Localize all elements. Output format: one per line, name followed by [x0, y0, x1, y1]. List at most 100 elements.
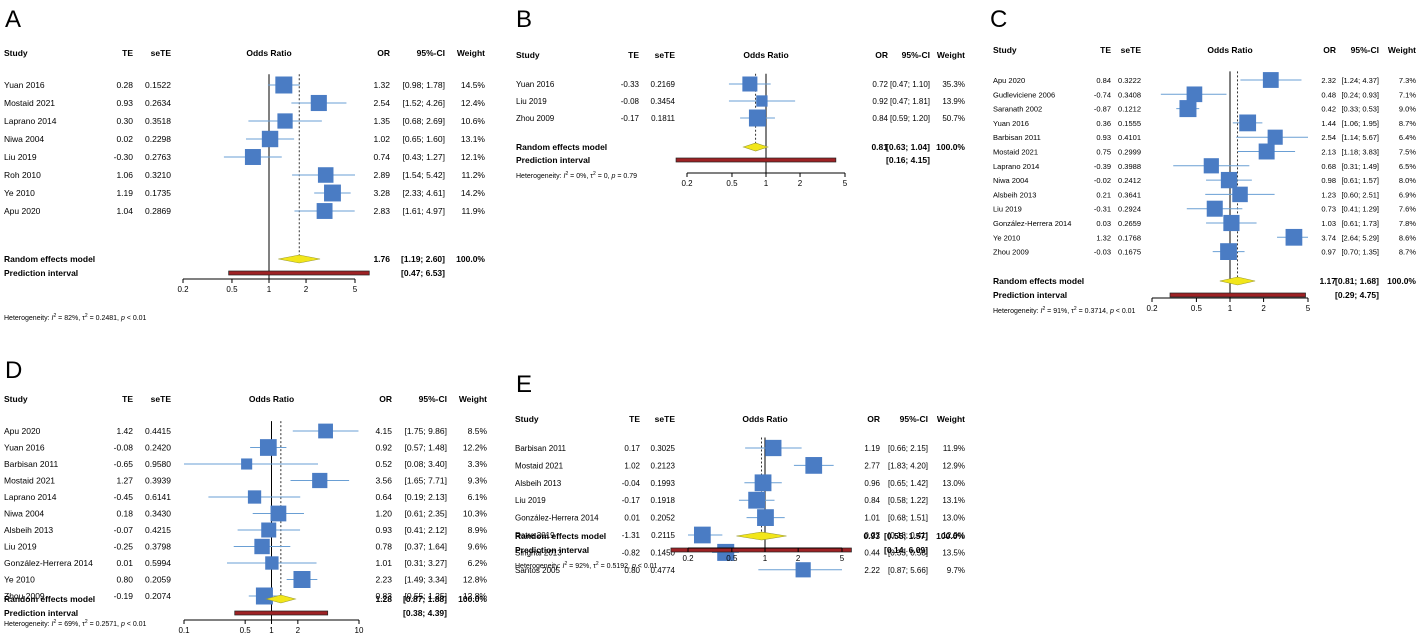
- x-tick-label: 5: [353, 285, 358, 294]
- x-tick-label: 0.5: [726, 179, 738, 188]
- het-p-symbol: p: [631, 563, 636, 570]
- study-marker: [247, 490, 262, 504]
- study-marker: [1220, 243, 1237, 260]
- header-sete: seTE: [655, 414, 676, 424]
- panel-letter: B: [516, 6, 532, 33]
- het-superscript: 2: [1074, 306, 1077, 312]
- study-marker: [1262, 72, 1279, 88]
- x-tick-label: 2: [798, 179, 803, 188]
- x-tick-label: 5: [843, 179, 848, 188]
- study-marker: [259, 439, 277, 456]
- te-value: 1.06: [116, 170, 133, 180]
- x-tick-label: 0.1: [178, 626, 190, 635]
- header-odds-ratio: Odds Ratio: [743, 50, 788, 60]
- te-value: 0.93: [116, 98, 133, 108]
- ci-value: [0.33; 0.53]: [1341, 105, 1379, 114]
- or-value: 1.20: [375, 509, 392, 519]
- prediction-ci: [0.14; 6.09]: [884, 545, 928, 555]
- x-tick-label: 10: [355, 626, 364, 635]
- header-sete: seTE: [1121, 45, 1142, 55]
- or-value: 0.68: [1321, 162, 1336, 171]
- het-i-symbol: I: [51, 621, 53, 628]
- ci-value: [0.65; 1.42]: [888, 479, 928, 488]
- te-value: 0.21: [1096, 190, 1111, 199]
- study-marker: [270, 505, 287, 522]
- te-value: -0.08: [114, 443, 134, 453]
- study-row: Apu 2020 1.04 0.2869 2.83 [1.61; 4.97] 11.9%: [4, 203, 485, 219]
- study-row: Gudleviciene 2006 -0.74 0.3408 0.48 [0.24; 0…: [993, 86, 1416, 103]
- or-value: 2.83: [373, 206, 390, 216]
- study-marker: [275, 76, 293, 94]
- het-p-symbol: p: [120, 315, 125, 322]
- weight-value: 9.7%: [947, 566, 965, 575]
- ci-value: [0.61; 2.35]: [404, 509, 447, 519]
- study-marker: [1203, 158, 1219, 174]
- sete-value: 0.3025: [651, 444, 676, 453]
- het-p-symbol: p: [1109, 308, 1114, 315]
- te-value: -0.07: [114, 525, 134, 535]
- het-tau2: = 0.5192,: [599, 563, 632, 570]
- te-value: 0.18: [116, 509, 133, 519]
- het-prefix: Heterogeneity:: [993, 308, 1040, 315]
- study-marker: [754, 474, 772, 492]
- or-value: 2.32: [1321, 76, 1336, 85]
- het-tau2: = 0,: [596, 173, 612, 180]
- study-marker: [1220, 171, 1238, 189]
- or-value: 0.92: [375, 443, 392, 453]
- or-value: 2.13: [1321, 148, 1336, 157]
- header-odds-ratio: Odds Ratio: [1207, 45, 1252, 55]
- weight-value: 11.9%: [943, 444, 965, 453]
- te-value: -0.33: [621, 80, 640, 89]
- study-marker: [1179, 100, 1197, 118]
- weight-value: 12.9%: [942, 461, 965, 470]
- ci-value: [0.41; 1.29]: [1341, 205, 1379, 214]
- study-name: Laprano 2014: [4, 492, 57, 502]
- weight-value: 10.6%: [461, 116, 486, 126]
- sete-value: 0.3430: [145, 509, 171, 519]
- or-value: 0.74: [373, 152, 390, 162]
- ci-value: [1.52; 4.26]: [402, 98, 445, 108]
- ci-value: [0.08; 3.40]: [404, 459, 447, 469]
- or-value: 1.02: [373, 134, 390, 144]
- study-name: González-Herrera 2014: [993, 219, 1071, 228]
- weight-value: 7.6%: [1399, 205, 1416, 214]
- het-superscript: 2: [1042, 306, 1045, 312]
- het-superscript: 2: [85, 313, 88, 319]
- sete-value: 0.3210: [145, 170, 171, 180]
- het-i2: = 69%, τ: [56, 621, 85, 628]
- or-value: 1.01: [864, 514, 880, 523]
- het-prefix: Heterogeneity:: [515, 563, 562, 570]
- study-row: Liu 2019 -0.30 0.2763 0.74 [0.43; 1.27] 12.1%: [4, 149, 485, 165]
- sete-value: 0.2763: [145, 152, 171, 162]
- header-sete: seTE: [655, 50, 676, 60]
- weight-value: 7.8%: [1399, 219, 1416, 228]
- study-name: Liu 2019: [516, 97, 547, 106]
- or-value: 0.73: [1321, 205, 1336, 214]
- header-te: TE: [1100, 45, 1111, 55]
- x-tick-label: 2: [796, 554, 801, 563]
- sete-value: 0.4101: [1118, 133, 1141, 142]
- study-name: Singhal 2013: [515, 548, 562, 557]
- weight-value: 8.7%: [1399, 119, 1416, 128]
- te-value: 0.17: [624, 444, 640, 453]
- header-weight: Weight: [457, 48, 485, 58]
- weight-value: 10.3%: [463, 509, 488, 519]
- study-name: Zhou 2009: [516, 114, 555, 123]
- study-marker: [1223, 214, 1240, 232]
- study-row: Alsbeih 2013 -0.04 0.1993 0.96 [0.65; 1.42] 1…: [515, 474, 965, 492]
- het-i-symbol: I: [51, 315, 53, 322]
- study-row: Mostaid 2021 0.93 0.2634 2.54 [1.52; 4.26] 12…: [4, 94, 485, 112]
- sete-value: 0.1811: [651, 114, 675, 123]
- pooled-diamond: [742, 142, 769, 152]
- x-tick-label: 1: [1228, 304, 1233, 313]
- study-marker: [241, 458, 253, 470]
- study-name: Ye 2010: [4, 575, 35, 585]
- header-weight: Weight: [937, 50, 965, 60]
- weight-value: 35.3%: [942, 80, 965, 89]
- te-value: -1.31: [622, 531, 641, 540]
- study-marker: [1206, 200, 1223, 217]
- weight-value: 50.7%: [942, 114, 965, 123]
- or-value: 2.54: [1321, 133, 1336, 142]
- header-study: Study: [4, 394, 28, 404]
- prediction-label: Prediction interval: [515, 545, 589, 555]
